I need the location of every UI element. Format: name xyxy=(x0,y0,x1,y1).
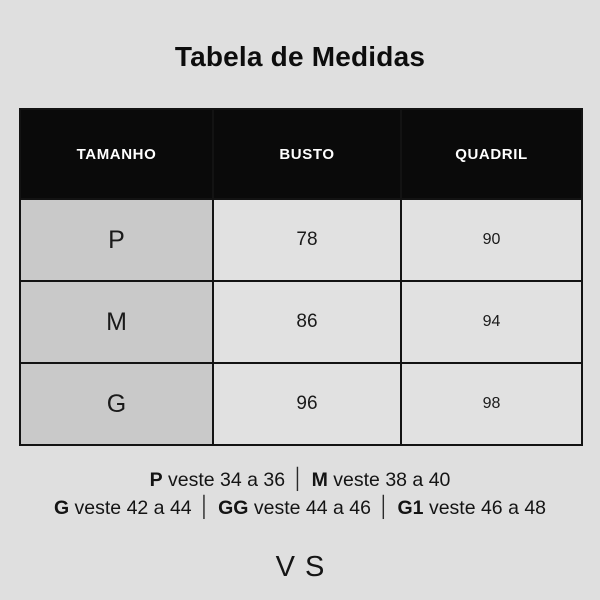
header-busto: BUSTO xyxy=(212,108,402,200)
fit-note-segment: G1 veste 46 a 48 xyxy=(397,497,547,519)
fit-note-segment: G veste 42 a 44 xyxy=(53,497,192,519)
quadril-value-p: 90 xyxy=(400,198,583,282)
fit-note-line-2: G veste 42 a 44 │ GG veste 44 a 46 │ G1 vest… xyxy=(0,494,600,522)
header-quadril: QUADRIL xyxy=(400,108,583,200)
fit-note-line-1: P veste 34 a 36 │ M veste 38 a 40 xyxy=(0,466,600,494)
header-row: TAMANHO BUSTO QUADRIL xyxy=(19,108,583,200)
table-row: P 78 90 xyxy=(19,198,583,282)
busto-value-m: 86 xyxy=(212,280,402,364)
note-separator: │ xyxy=(292,468,305,490)
brand-logo: VS xyxy=(275,551,335,583)
size-table: TAMANHO BUSTO QUADRIL P 78 90 M 86 94 G … xyxy=(19,108,583,446)
size-cell-m: M xyxy=(19,280,214,364)
fit-notes: P veste 34 a 36 │ M veste 38 a 40 G veste … xyxy=(0,466,600,522)
fit-note-segment: M veste 38 a 40 xyxy=(311,469,451,491)
fit-note-segment: P veste 34 a 36 xyxy=(149,469,286,491)
quadril-value-m: 94 xyxy=(400,280,583,364)
size-table-header: TAMANHO BUSTO QUADRIL xyxy=(19,108,583,200)
header-tamanho: TAMANHO xyxy=(19,108,214,200)
size-cell-g: G xyxy=(19,362,214,446)
table-row: M 86 94 xyxy=(19,280,583,364)
size-cell-p: P xyxy=(19,198,214,282)
fit-note-segment: GG veste 44 a 46 xyxy=(218,497,371,519)
page-title: Tabela de Medidas xyxy=(174,41,426,72)
busto-value-p: 78 xyxy=(212,198,402,282)
table-row: G 96 98 xyxy=(19,362,583,446)
note-separator: │ xyxy=(198,496,212,518)
note-separator: │ xyxy=(378,496,391,518)
quadril-value-g: 98 xyxy=(400,362,583,446)
busto-value-g: 96 xyxy=(212,362,402,446)
